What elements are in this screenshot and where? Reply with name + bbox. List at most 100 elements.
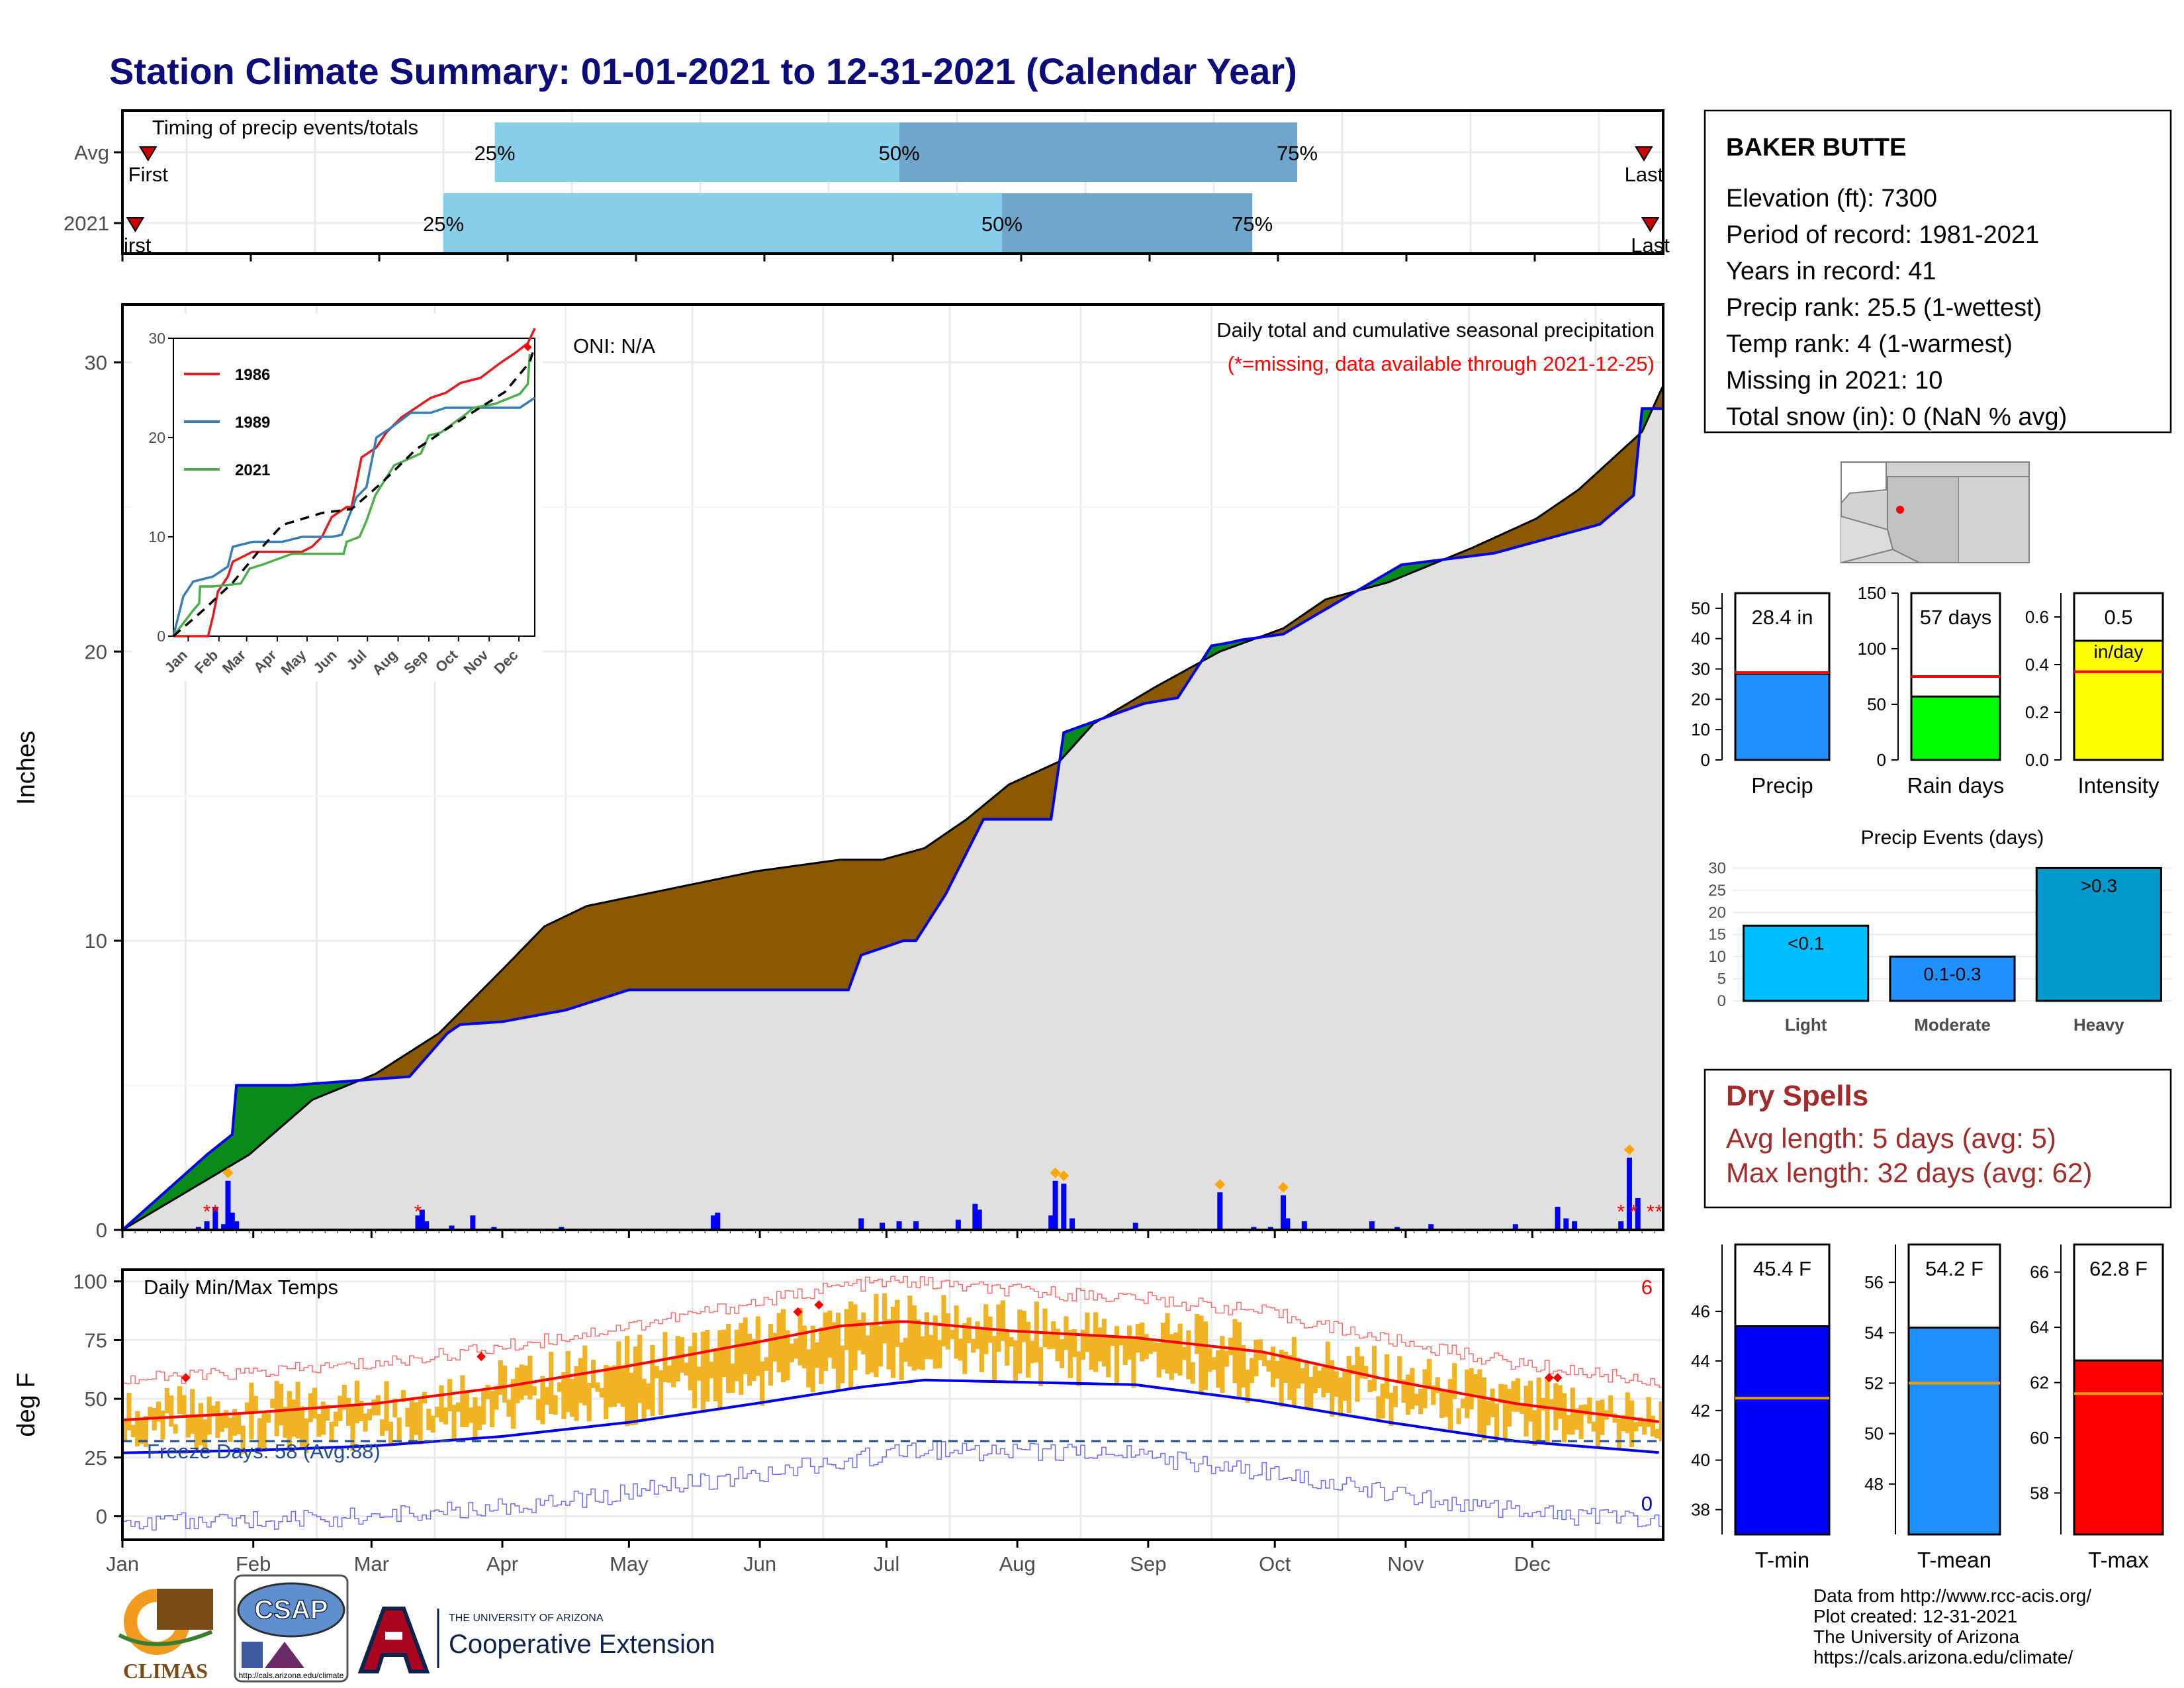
deficit-area — [1524, 522, 1529, 546]
daily-temp-bar — [1351, 1365, 1356, 1375]
deficit-area — [768, 868, 773, 990]
surplus-area — [269, 1085, 275, 1137]
deficit-area — [835, 859, 841, 990]
timing-bar-q3 — [899, 122, 1298, 182]
summary-bar-value — [2073, 1359, 2164, 1536]
daily-temp-bar — [316, 1413, 322, 1437]
daily-temp-bar — [789, 1343, 794, 1363]
daily-precip-bar — [1217, 1192, 1223, 1230]
climas-logo: CLIMAS — [118, 1589, 213, 1683]
daily-temp-bar — [1447, 1379, 1453, 1431]
daily-temp-bar — [645, 1383, 651, 1410]
deficit-area — [751, 870, 756, 990]
deficit-area — [848, 859, 853, 990]
deficit-area — [780, 867, 786, 990]
daily-temp-bar — [1152, 1342, 1158, 1352]
deficit-area — [670, 887, 676, 990]
deficit-area — [818, 861, 824, 990]
daily-precip-bar — [715, 1212, 721, 1230]
deficit-area — [903, 852, 908, 941]
daily-precip-bar — [880, 1223, 886, 1230]
missing-data-marker: * — [1647, 1201, 1655, 1223]
csap-logo-text: CSAP — [254, 1595, 328, 1624]
daily-temp-bar — [916, 1319, 921, 1370]
deficit-area — [844, 859, 849, 990]
daily-temp-bar — [1224, 1350, 1229, 1367]
dry-spells-max: Max length: 32 days (avg: 62) — [1726, 1157, 2092, 1188]
daily-precip-bar — [212, 1207, 218, 1230]
record-high-marker — [1544, 1373, 1554, 1383]
deficit-area — [1570, 492, 1575, 533]
daily-temp-bar — [1490, 1388, 1495, 1417]
daily-temp-bar — [578, 1358, 584, 1403]
daily-temp-bar — [1520, 1404, 1525, 1414]
daily-temp-bar — [1460, 1399, 1466, 1409]
deficit-area — [759, 870, 764, 990]
deficit-area — [839, 859, 845, 990]
summary-bar-tick-label: 150 — [1858, 583, 1886, 603]
daily-temp-bar — [924, 1312, 930, 1360]
deficit-area — [523, 943, 528, 1019]
university-of-arizona-logo: THE UNIVERSITY OF ARIZONA Cooperative Ex… — [357, 1607, 715, 1673]
daily-temp-bar — [219, 1413, 224, 1432]
daily-temp-bar — [726, 1323, 731, 1393]
deficit-area — [502, 964, 507, 1022]
daily-temp-bar — [637, 1335, 643, 1403]
precip-chart-title: Daily total and cumulative seasonal prec… — [1216, 318, 1655, 342]
deficit-area — [721, 876, 727, 990]
precip-y-axis-label: Inches — [13, 731, 40, 805]
daily-temp-bar — [1426, 1359, 1432, 1388]
daily-temp-bar — [911, 1305, 917, 1371]
deficit-area — [869, 859, 874, 953]
daily-temp-bar — [148, 1407, 153, 1419]
daily-temp-bar — [527, 1355, 533, 1399]
deficit-area — [658, 890, 663, 990]
daily-temp-bar — [169, 1395, 174, 1427]
daily-temp-bar — [1211, 1357, 1216, 1370]
deficit-area — [628, 896, 634, 990]
daily-temp-bar — [1199, 1315, 1204, 1393]
daily-precip-bar — [1280, 1195, 1286, 1230]
deficit-area — [789, 865, 794, 990]
daily-temp-bar — [1080, 1329, 1086, 1360]
events-y-tick-label: 10 — [1708, 948, 1726, 966]
daily-temp-bar — [650, 1344, 655, 1416]
daily-temp-bar — [126, 1392, 132, 1430]
deficit-area — [1004, 784, 1009, 820]
deficit-area — [544, 923, 549, 1015]
events-x-tick-label: Heavy — [2073, 1015, 2124, 1035]
record-precip-marker — [1058, 1170, 1069, 1182]
daily-temp-bar — [210, 1405, 216, 1415]
summary-bar-intensity: 0.5 in/day 0.0 0.2 0.4 0.6 Intensity — [2025, 592, 2164, 798]
deficit-area — [574, 910, 579, 1008]
daily-temp-bar — [590, 1360, 596, 1389]
deficit-area — [692, 883, 697, 990]
station-info-line: Total snow (in): 0 (NaN % avg) — [1726, 403, 2067, 431]
daily-temp-bar — [1363, 1366, 1369, 1380]
daily-temp-bar — [409, 1399, 414, 1441]
daily-temp-bar — [346, 1397, 351, 1426]
inset-record-marker — [523, 343, 532, 352]
dry-spells-box: Dry Spells Avg length: 5 days (avg: 5) M… — [1704, 1068, 2172, 1209]
station-info-line: Temp rank: 4 (1-warmest) — [1726, 330, 2013, 358]
daily-temp-bar — [1169, 1334, 1174, 1380]
daily-temp-bar — [464, 1390, 469, 1427]
daily-precip-bar — [1061, 1184, 1067, 1230]
deficit-area — [586, 904, 592, 1004]
daily-temp-bar — [443, 1407, 448, 1425]
temp-x-tick-label: Oct — [1259, 1552, 1291, 1575]
summary-bar-tick-label: 50 — [1867, 694, 1886, 714]
first-event-marker — [126, 217, 145, 232]
deficit-area — [1612, 454, 1617, 514]
deficit-area — [603, 901, 608, 999]
daily-temp-bar — [612, 1365, 617, 1407]
summary-bar-value-label: 0.5 — [2104, 606, 2132, 629]
record-high-marker — [477, 1352, 486, 1362]
daily-precip-bar — [195, 1227, 201, 1230]
daily-temp-bar — [1330, 1360, 1335, 1417]
daily-temp-bar — [633, 1346, 638, 1425]
deficit-area — [933, 839, 938, 915]
daily-temp-bar — [721, 1329, 727, 1378]
daily-temp-bar — [654, 1366, 659, 1379]
